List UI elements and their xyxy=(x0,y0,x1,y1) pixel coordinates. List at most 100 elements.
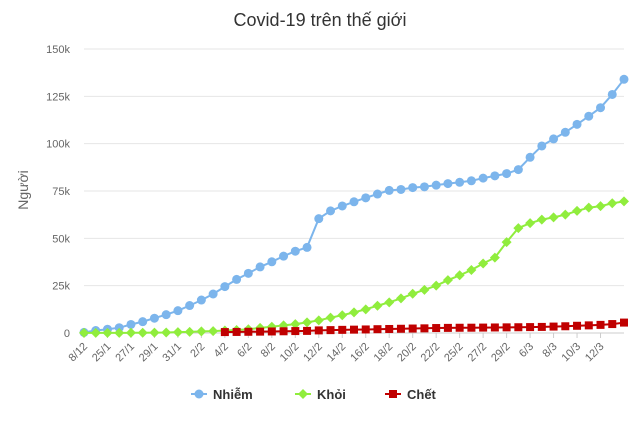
x-tick-label: 14/2 xyxy=(325,341,349,365)
data-point xyxy=(138,317,148,327)
data-point xyxy=(395,293,406,304)
series-circle xyxy=(79,74,629,337)
data-point xyxy=(619,196,629,207)
data-point xyxy=(196,326,207,337)
data-point xyxy=(467,323,476,332)
data-point xyxy=(149,313,159,323)
data-point xyxy=(125,327,136,338)
x-tick-label: 6/2 xyxy=(235,341,254,360)
grid-lines xyxy=(84,48,624,334)
data-point xyxy=(126,319,136,329)
data-point xyxy=(420,324,429,333)
data-point xyxy=(489,252,500,263)
y-tick-label: 75k xyxy=(52,186,70,198)
data-point xyxy=(267,327,276,336)
legend: Nhiễm Khỏi Chết xyxy=(191,387,437,402)
data-point xyxy=(161,310,171,320)
data-point xyxy=(419,182,429,192)
data-point xyxy=(479,323,488,332)
data-point xyxy=(349,197,359,207)
x-tick-label: 31/1 xyxy=(160,341,184,365)
data-point xyxy=(548,212,559,223)
data-point xyxy=(325,312,336,323)
data-point xyxy=(313,315,324,326)
data-point xyxy=(196,295,206,305)
x-tick-label: 12/2 xyxy=(301,341,325,365)
data-point xyxy=(408,183,418,193)
data-point xyxy=(137,327,148,338)
data-point xyxy=(291,327,300,336)
data-point xyxy=(255,262,265,272)
y-tick-label: 0 xyxy=(64,328,70,340)
legend-label: Nhiễm xyxy=(213,387,253,402)
x-tick-label: 16/2 xyxy=(348,341,372,365)
data-point xyxy=(478,173,488,183)
data-point xyxy=(372,300,383,311)
data-point xyxy=(290,319,301,330)
x-tick-label: 27/1 xyxy=(113,341,137,365)
legend-marker xyxy=(298,389,308,399)
x-tick-label: 2/2 xyxy=(188,341,207,360)
data-point xyxy=(490,323,499,332)
y-tick-label: 150k xyxy=(46,44,70,56)
data-point xyxy=(525,218,536,229)
x-tick-label: 12/3 xyxy=(583,341,607,365)
data-point xyxy=(114,327,125,338)
data-point xyxy=(208,289,218,299)
data-point xyxy=(302,317,313,328)
data-point xyxy=(337,310,348,321)
legend-label: Chết xyxy=(407,387,437,402)
data-point xyxy=(549,322,558,331)
x-tick-label: 8/3 xyxy=(540,341,559,360)
data-point xyxy=(560,127,570,137)
data-point xyxy=(232,274,242,284)
data-point xyxy=(90,327,101,338)
y-axis-label: Người xyxy=(15,170,31,210)
data-point xyxy=(619,74,629,84)
data-point xyxy=(243,268,253,278)
x-tick-label: 22/2 xyxy=(419,341,443,365)
data-point xyxy=(525,152,535,162)
data-point xyxy=(596,320,605,329)
data-point xyxy=(431,180,441,190)
x-axis-ticks: 8/12 25/1 27/1 29/1 31/1 2/2 4/2 6/2 8/2 10/2 12/2… xyxy=(66,333,607,365)
data-point xyxy=(513,165,523,175)
data-point xyxy=(466,264,477,275)
data-point xyxy=(502,323,511,332)
data-point xyxy=(185,301,195,311)
data-point xyxy=(537,322,546,331)
data-point xyxy=(501,237,512,248)
data-point xyxy=(620,318,628,327)
data-point xyxy=(361,325,370,334)
data-point xyxy=(595,201,606,212)
data-point xyxy=(349,307,359,318)
data-point xyxy=(407,288,418,299)
data-point xyxy=(584,111,594,121)
data-point xyxy=(583,202,594,213)
legend-item: Chết xyxy=(385,387,437,402)
data-point xyxy=(608,320,617,329)
x-tick-label: 25/2 xyxy=(442,341,466,365)
data-point xyxy=(79,327,89,338)
chart-title: Covid-19 trên thế giới xyxy=(234,10,407,30)
data-point xyxy=(232,327,241,336)
data-point xyxy=(314,214,324,224)
x-tick-label: 25/1 xyxy=(90,341,114,365)
data-point xyxy=(596,103,606,113)
data-point xyxy=(102,327,113,338)
x-tick-label: 8/2 xyxy=(259,341,278,360)
data-point xyxy=(149,327,160,338)
data-point xyxy=(326,326,335,335)
data-point xyxy=(220,282,230,292)
data-point xyxy=(396,184,406,194)
data-point xyxy=(173,306,183,316)
data-point xyxy=(442,275,453,286)
x-tick-label: 29/1 xyxy=(137,341,161,365)
data-point xyxy=(443,179,453,189)
data-point xyxy=(172,327,183,338)
data-point xyxy=(573,321,582,330)
data-point xyxy=(572,205,583,216)
data-point xyxy=(326,206,336,216)
